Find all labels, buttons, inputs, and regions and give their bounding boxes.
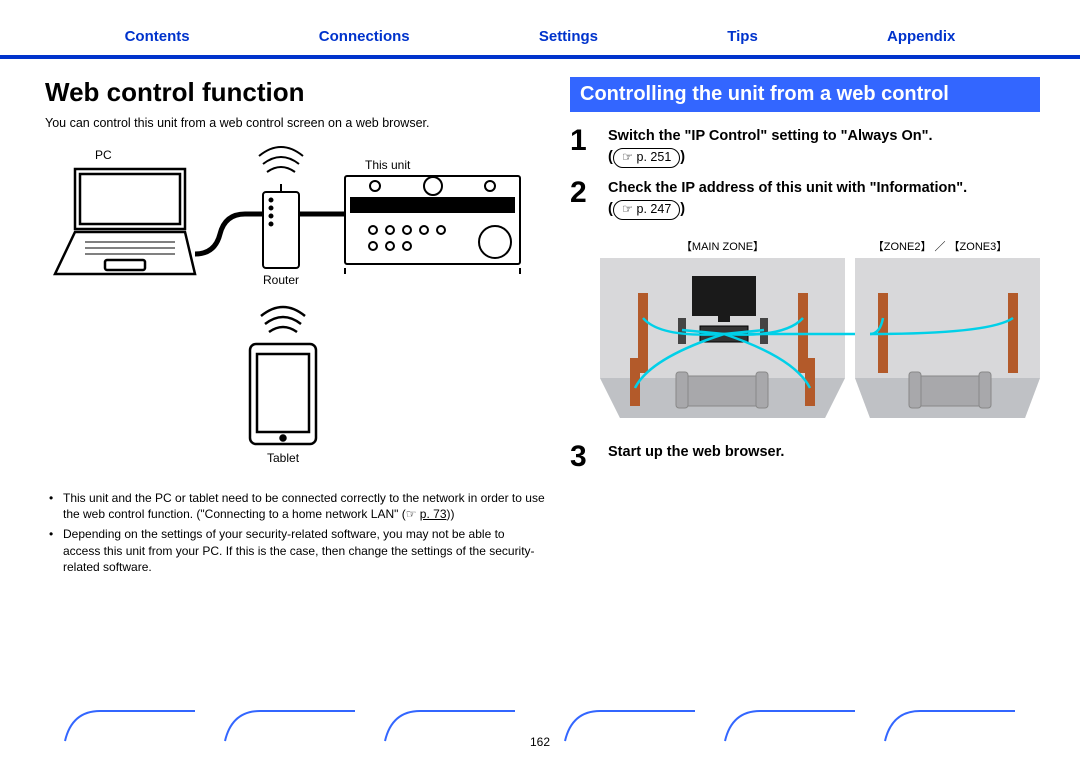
intro-text: You can control this unit from a web con…	[45, 116, 545, 130]
step-text: Switch the "IP Control" setting to "Alwa…	[608, 128, 933, 144]
nav-contents[interactable]: Contents	[125, 28, 190, 45]
footer: 162	[0, 733, 1080, 751]
tablet-label: Tablet	[267, 451, 300, 465]
step-text: Start up the web browser.	[608, 444, 784, 460]
receiver-icon	[345, 176, 520, 274]
top-nav: Contents Connections Settings Tips Appen…	[0, 0, 1080, 59]
step-text: Check the IP address of this unit with "…	[608, 180, 967, 196]
nav-settings[interactable]: Settings	[539, 28, 598, 45]
page-ref-247[interactable]: ☞ p. 247	[613, 200, 680, 220]
pc-label: PC	[95, 148, 112, 162]
note-item: Depending on the settings of your securi…	[63, 526, 545, 575]
page-number: 162	[530, 735, 550, 749]
zone23-label: 【ZONE2】 ／ 【ZONE3】	[845, 238, 1035, 254]
note-item: This unit and the PC or tablet need to b…	[63, 490, 545, 522]
right-column: Controlling the unit from a web control …	[545, 77, 1040, 579]
page-ref-251[interactable]: ☞ p. 251	[613, 148, 680, 168]
section-heading: Controlling the unit from a web control	[570, 77, 1040, 112]
unit-label: This unit	[365, 158, 411, 172]
page-link-73[interactable]: p. 73	[420, 507, 447, 521]
page-title: Web control function	[45, 77, 545, 108]
router-icon	[259, 147, 303, 268]
step-2: 2 Check the IP address of this unit with…	[570, 178, 1040, 220]
step-number: 2	[570, 178, 608, 220]
step-3: 3 Start up the web browser.	[570, 442, 1040, 472]
nav-appendix[interactable]: Appendix	[887, 28, 955, 45]
nav-tips[interactable]: Tips	[727, 28, 758, 45]
router-label: Router	[263, 273, 299, 287]
main-zone-label: 【MAIN ZONE】	[600, 238, 845, 254]
left-column: Web control function You can control thi…	[45, 77, 545, 579]
notes-list: This unit and the PC or tablet need to b…	[45, 490, 545, 575]
zone23-room	[855, 258, 1040, 418]
network-diagram: PC	[45, 144, 525, 484]
nav-connections[interactable]: Connections	[319, 28, 410, 45]
zone-illustration: 【MAIN ZONE】 【ZONE2】 ／ 【ZONE3】	[600, 238, 1040, 428]
main-zone-room	[600, 258, 870, 418]
tablet-icon	[250, 307, 316, 444]
step-number: 1	[570, 126, 608, 168]
step-number: 3	[570, 442, 608, 472]
step-1: 1 Switch the "IP Control" setting to "Al…	[570, 126, 1040, 168]
laptop-icon	[55, 169, 195, 274]
